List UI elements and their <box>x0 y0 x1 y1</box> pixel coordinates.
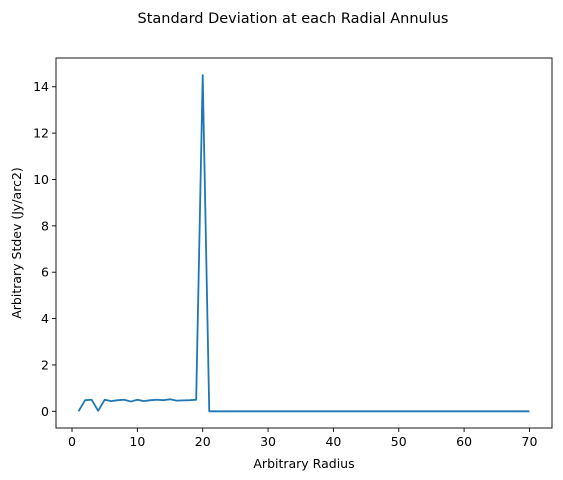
x-tick-label: 60 <box>456 434 472 449</box>
x-tick-label: 0 <box>68 434 76 449</box>
x-tick-label: 40 <box>325 434 341 449</box>
series-line <box>77 74 530 413</box>
x-tick-label: 70 <box>522 434 538 449</box>
y-tick-label: 6 <box>41 265 49 280</box>
y-axis-ticks: 0 2 4 6 8 10 12 14 <box>33 79 56 419</box>
y-tick-label: 4 <box>41 311 49 326</box>
y-tick-label: 12 <box>33 126 49 141</box>
x-axis-label: Arbitrary Radius <box>253 456 354 471</box>
chart-title: Standard Deviation at each Radial Annulu… <box>138 11 449 27</box>
y-tick-label: 14 <box>33 79 49 94</box>
x-tick-label: 50 <box>391 434 407 449</box>
y-tick-label: 2 <box>41 357 49 372</box>
y-axis-label: Arbitrary Stdev (Jy/arc2) <box>9 167 24 319</box>
y-tick-label: 8 <box>41 218 49 233</box>
x-tick-label: 30 <box>260 434 276 449</box>
x-tick-label: 20 <box>195 434 211 449</box>
y-tick-label: 0 <box>41 404 49 419</box>
x-tick-label: 10 <box>129 434 145 449</box>
plot-frame <box>55 57 553 429</box>
y-tick-label: 10 <box>33 172 49 187</box>
x-axis-ticks: 0 10 20 30 40 50 60 70 <box>68 428 537 449</box>
